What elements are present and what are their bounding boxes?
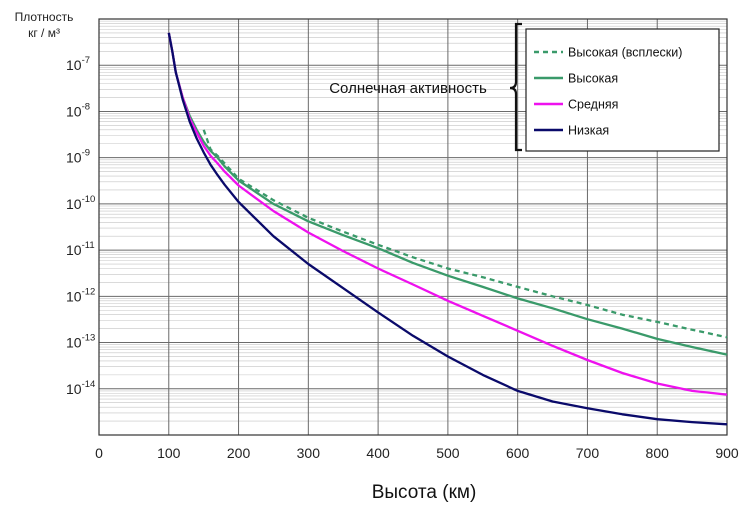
y-tick-label: 10-11 bbox=[66, 240, 95, 258]
legend-label: Высокая bbox=[568, 72, 618, 86]
x-tick-label: 500 bbox=[436, 445, 460, 461]
legend-label: Низкая bbox=[568, 124, 609, 138]
y-tick-label: 10-13 bbox=[66, 333, 95, 351]
x-axis-title: Высота (км) bbox=[372, 482, 477, 503]
x-tick-label: 900 bbox=[715, 445, 739, 461]
solar-activity-annotation: Солнечная активность bbox=[329, 80, 487, 97]
y-tick-label: 10-14 bbox=[66, 379, 95, 397]
x-tick-label: 600 bbox=[506, 445, 530, 461]
y-tick-labels: 10-7 10-8 10-9 10-10 10-11 10-12 10-13 10-14 bbox=[66, 55, 95, 397]
x-tick-label: 100 bbox=[157, 445, 181, 461]
x-tick-label: 400 bbox=[366, 445, 390, 461]
x-tick-label: 800 bbox=[646, 445, 670, 461]
y-axis-title-line1: Плотность bbox=[15, 10, 74, 24]
series-line bbox=[202, 129, 728, 339]
legend-label: Высокая (всплески) bbox=[568, 46, 682, 60]
x-tick-labels: 0 100 200 300 400 500 600 700 800 900 bbox=[95, 445, 739, 461]
y-tick-label: 10-7 bbox=[66, 55, 90, 73]
y-axis-title-line2: кг / м³ bbox=[28, 26, 60, 40]
plot-frame bbox=[98, 18, 728, 436]
x-tick-label: 300 bbox=[297, 445, 321, 461]
minor-grid bbox=[99, 20, 727, 422]
legend-brace bbox=[509, 22, 522, 152]
y-tick-label: 10-12 bbox=[66, 286, 95, 304]
x-tick-label: 0 bbox=[95, 445, 103, 461]
major-grid bbox=[98, 18, 728, 436]
series-line bbox=[167, 32, 728, 426]
legend-label: Средняя bbox=[568, 98, 618, 112]
legend: Высокая (всплески) Высокая Средняя Низкая bbox=[534, 46, 682, 138]
x-tick-label: 200 bbox=[227, 445, 251, 461]
y-tick-label: 10-8 bbox=[66, 101, 90, 119]
x-tick-label: 700 bbox=[576, 445, 600, 461]
y-tick-label: 10-10 bbox=[66, 194, 95, 212]
y-tick-label: 10-9 bbox=[66, 148, 90, 166]
series-lines bbox=[167, 32, 728, 426]
